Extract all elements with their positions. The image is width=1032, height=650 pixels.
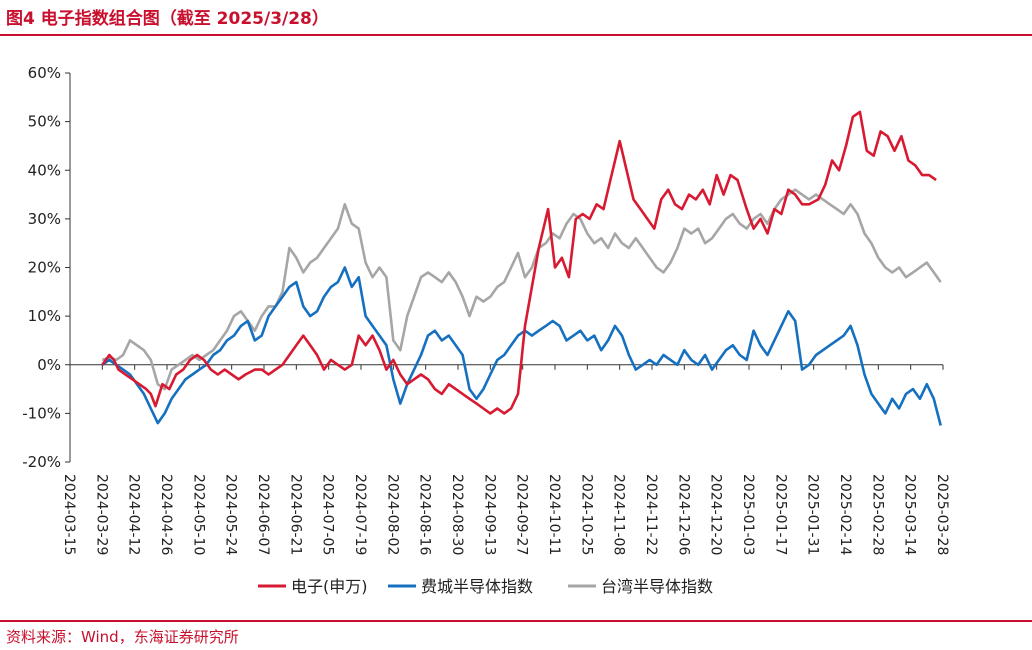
x-tick-label: 2025-01-17: [772, 474, 788, 555]
series-line-2: [101, 188, 942, 391]
x-tick-label: 2024-12-20: [708, 474, 724, 555]
x-tick-label: 2024-05-10: [190, 474, 206, 555]
x-tick-label: 2024-09-27: [514, 474, 530, 555]
x-tick-label: 2024-03-29: [93, 474, 109, 555]
x-tick-label: 2025-01-31: [805, 474, 821, 555]
y-tick-label: 30%: [28, 210, 61, 228]
x-tick-label: 2024-10-11: [546, 474, 562, 555]
x-tick-label: 2024-06-07: [255, 474, 271, 555]
x-tick-label: 2024-08-30: [449, 474, 465, 555]
x-tick-label: 2025-01-03: [740, 474, 756, 555]
x-tick-label: 2024-07-05: [320, 474, 336, 555]
x-tick-label: 2024-06-21: [287, 474, 303, 555]
y-tick-label: 0%: [37, 356, 61, 374]
legend: 电子(申万) 费城半导体指数 台湾半导体指数: [258, 577, 713, 596]
series-line-1: [101, 266, 942, 426]
x-tick-label: 2024-07-19: [352, 474, 368, 555]
x-tick-label: 2024-08-02: [384, 474, 400, 555]
y-tick-label: -20%: [22, 453, 61, 471]
series-group: [101, 110, 942, 426]
line-chart: -20%-10%0%10%20%30%40%50%60% 2024-03-15 2…: [22, 64, 950, 596]
y-tick-label: 20%: [28, 259, 61, 277]
x-tick-label: 2024-09-13: [481, 474, 497, 555]
x-tick-label: 2024-03-15: [61, 474, 77, 555]
figure-title: 图4 电子指数组合图（截至 2025/3/28）: [6, 9, 329, 29]
x-tick-label: 2025-02-28: [869, 474, 885, 555]
x-tick-label: 2024-10-25: [578, 474, 594, 555]
x-tick-label: 2024-11-08: [611, 474, 627, 555]
x-tick-label: 2024-11-22: [643, 474, 659, 555]
y-axis: -20% -10% 0% 10% 20% 30% 40% 50% 60%: [22, 64, 71, 471]
x-tick-label: 2024-04-26: [158, 474, 174, 555]
x-tick-label: 2025-02-14: [837, 474, 853, 555]
x-axis: 2024-03-15 2024-03-29 2024-04-12 2024-04-26…: [61, 364, 950, 555]
legend-label-0: 电子(申万): [291, 577, 368, 596]
x-tick-label: 2024-08-16: [417, 474, 433, 555]
legend-label-2: 台湾半导体指数: [601, 577, 713, 596]
legend-label-1: 费城半导体指数: [421, 577, 533, 596]
y-tick-label: 40%: [28, 161, 61, 179]
x-tick-label: 2024-05-24: [223, 474, 239, 555]
x-tick-label: 2025-03-28: [934, 474, 950, 555]
title-divider: [0, 34, 1032, 36]
source-note: 资料来源：Wind，东海证券研究所: [6, 628, 239, 646]
y-tick-label: 60%: [28, 64, 61, 82]
y-tick-label: 50%: [28, 113, 61, 131]
y-tick-label: -10%: [22, 404, 61, 422]
x-tick-label: 2024-12-06: [675, 474, 691, 555]
series-line-0: [101, 110, 937, 415]
y-tick-label: 10%: [28, 307, 61, 325]
x-tick-label: 2025-03-14: [902, 474, 918, 555]
x-tick-label: 2024-04-12: [126, 474, 142, 555]
footer-divider: [0, 620, 1032, 622]
